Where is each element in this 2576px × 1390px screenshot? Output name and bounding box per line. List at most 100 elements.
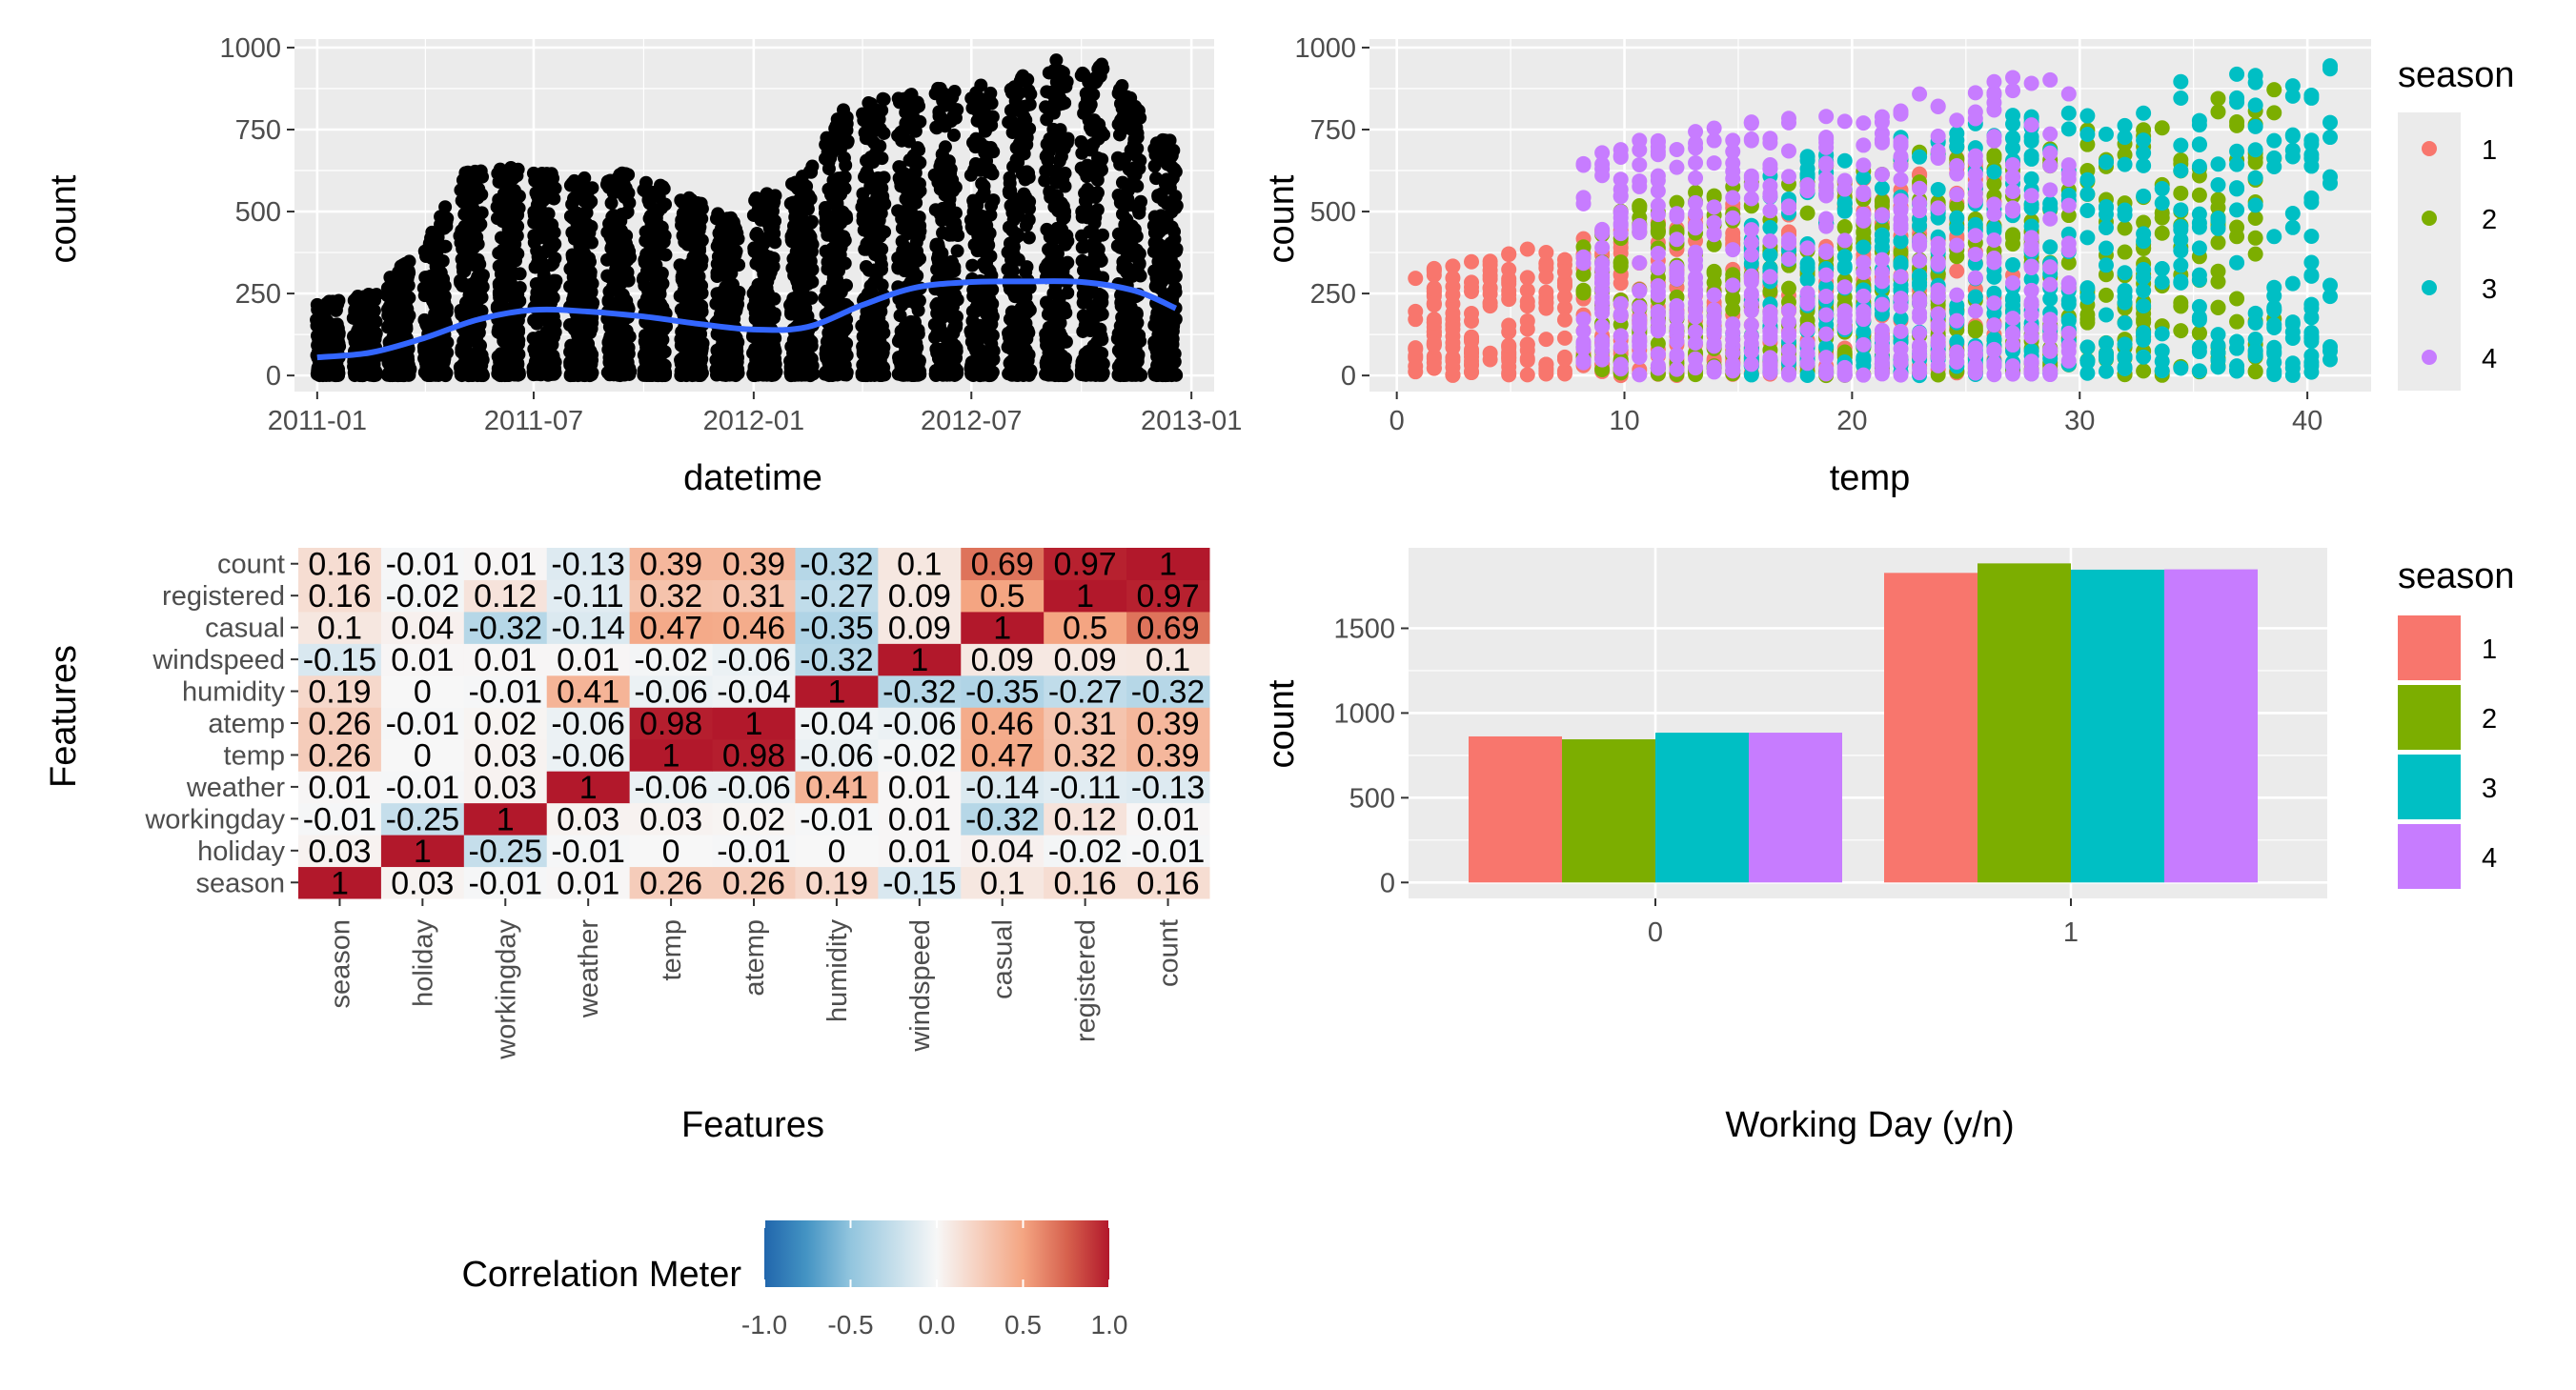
data-point [912,143,926,157]
data-point [402,254,416,269]
data-point [877,92,891,107]
data-point [439,366,454,380]
data-point [875,151,889,166]
data-point [1130,315,1145,330]
data-point [659,248,673,262]
data-point [511,162,525,176]
data-point [585,181,599,195]
data-point [1061,255,1075,270]
data-point [947,85,962,99]
data-point [731,335,745,350]
data-point [949,310,963,324]
data-point [1133,269,1147,283]
data-point [731,351,745,365]
data-point [548,181,562,195]
data-point [839,158,853,172]
data-point [1095,152,1109,167]
data-point [1022,202,1036,216]
data-point [985,283,1000,297]
data-point [1061,234,1075,249]
data-point [913,367,927,381]
data-point [659,197,673,212]
data-point [768,213,782,228]
data-point [805,274,820,289]
data-point [476,280,490,294]
data-point [840,336,854,351]
data-point [1020,137,1034,151]
data-point [1023,122,1037,136]
data-point [838,181,852,195]
data-point [984,249,998,263]
data-point [1090,186,1105,200]
data-point [768,332,782,346]
data-point [768,367,782,381]
data-point [332,366,346,380]
data-point [1022,326,1036,340]
data-point [768,235,782,250]
data-point [438,200,453,214]
data-point [731,366,745,380]
data-point [913,155,927,170]
data-point [805,262,820,276]
data-point [913,184,927,198]
data-point [805,367,820,381]
data-point [766,259,781,273]
data-point [585,366,599,380]
data-point [583,265,598,279]
data-point [912,99,926,113]
data-point [1057,209,1071,223]
data-point [695,233,709,248]
data-point [659,365,673,379]
data-point [476,268,490,282]
data-point [877,126,891,140]
data-point [475,206,489,220]
data-point [475,291,489,305]
data-point [512,367,526,381]
data-point [1023,97,1037,111]
data-point [621,273,636,288]
data-point [471,237,485,252]
data-point [547,226,561,240]
data-point [768,189,782,203]
data-point [877,367,891,381]
data-point [873,139,887,153]
data-point [437,239,452,253]
data-point [1022,231,1036,245]
data-point [946,128,961,142]
data-point [841,135,855,150]
data-point [1059,306,1073,320]
data-point [840,116,854,131]
data-point [732,258,746,272]
data-point [512,201,526,215]
data-point [985,167,1000,181]
data-point [985,329,1000,343]
data-point [875,103,889,117]
data-point [332,293,346,308]
data-point [621,347,636,361]
data-point [1060,368,1074,382]
plot-area-datetime [294,39,1214,392]
data-point [367,304,381,318]
data-point [476,353,490,367]
data-point [369,314,383,329]
data-point [986,145,1001,159]
data-point [439,301,454,315]
data-point [439,219,454,233]
data-point [695,305,709,319]
data-point [512,189,526,203]
data-point [476,366,490,380]
data-point [1094,253,1108,268]
data-point [511,247,525,261]
data-point [584,235,598,250]
data-point [986,193,1001,208]
data-point [436,253,450,268]
data-point [912,293,926,308]
data-point [656,276,670,291]
data-point [804,291,819,305]
data-point [1058,353,1072,368]
data-point [938,140,952,154]
data-point [1095,290,1109,304]
data-point [369,288,383,302]
data-point [732,285,746,299]
data-point [840,366,854,380]
